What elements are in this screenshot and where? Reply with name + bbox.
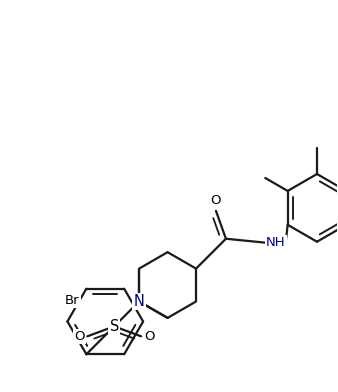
- Text: O: O: [211, 194, 221, 207]
- Text: N: N: [134, 294, 145, 309]
- Text: O: O: [144, 330, 154, 343]
- Text: O: O: [74, 330, 84, 343]
- Text: NH: NH: [266, 236, 286, 249]
- Text: Br: Br: [65, 294, 80, 307]
- Text: S: S: [110, 319, 119, 334]
